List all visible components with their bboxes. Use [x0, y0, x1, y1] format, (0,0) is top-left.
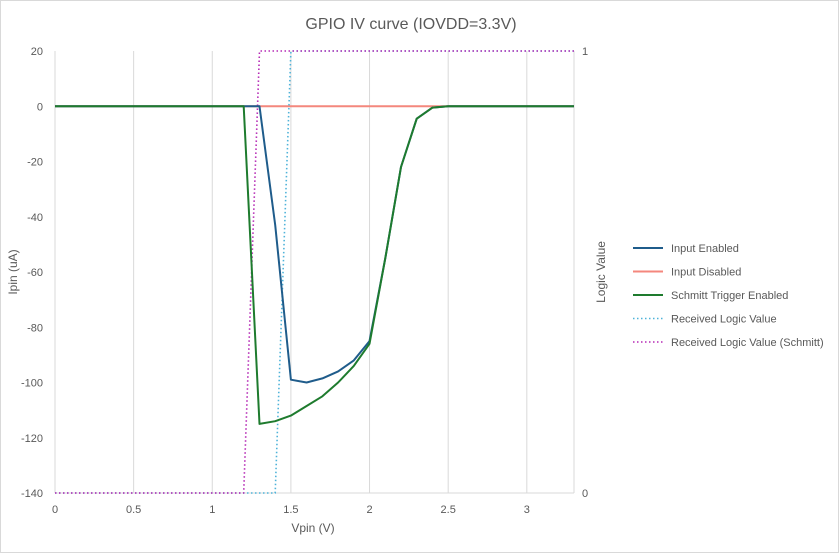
legend: Input Enabled Input Disabled Schmitt Trigg… [633, 243, 824, 349]
y-tick-label: -100 [21, 378, 43, 390]
legend-label: Received Logic Value (Schmitt) [671, 337, 824, 349]
x-axis-title: Vpin (V) [291, 521, 334, 535]
gridlines [54, 51, 575, 494]
y-tick-label: 0 [37, 101, 43, 113]
y-tick-label: -40 [27, 212, 43, 224]
y2-axis-title: Logic Value [594, 241, 608, 303]
y2-tick-label: 1 [582, 46, 588, 58]
x-tick-label: 1 [209, 504, 215, 516]
series-line-received-logic-value-schmitt [55, 50, 574, 494]
chart-title: GPIO IV curve (IOVDD=3.3V) [305, 16, 516, 33]
series-lines [55, 50, 574, 494]
legend-label: Received Logic Value [671, 314, 777, 326]
x-tick-label: 0 [52, 504, 58, 516]
y-tick-label: -20 [27, 157, 43, 169]
series-line-schmitt-trigger-enabled [55, 105, 574, 425]
y-axis-title: Ipin (uA) [6, 249, 20, 294]
y-tick-label: -60 [27, 267, 43, 279]
y-tick-label: -80 [27, 322, 43, 334]
x-tick-label: 1.5 [283, 504, 298, 516]
series-line-received-logic-value [55, 50, 574, 494]
y-tick-label: -120 [21, 433, 43, 445]
series-line-input-enabled [55, 105, 574, 384]
x-tick-label: 2 [366, 504, 372, 516]
legend-label: Input Enabled [671, 243, 739, 255]
x-tick-label: 2.5 [441, 504, 456, 516]
legend-label: Schmitt Trigger Enabled [671, 290, 788, 302]
tick-labels: 0 0.5 1 1.5 2 2.5 3 20 0 -20 -40 -60 -80 -100 -120 -140… [21, 46, 588, 516]
x-tick-label: 3 [524, 504, 530, 516]
y-tick-label: -140 [21, 488, 43, 500]
y-tick-label: 20 [31, 46, 43, 58]
y2-tick-label: 0 [582, 488, 588, 500]
x-tick-label: 0.5 [126, 504, 141, 516]
legend-label: Input Disabled [671, 267, 741, 279]
